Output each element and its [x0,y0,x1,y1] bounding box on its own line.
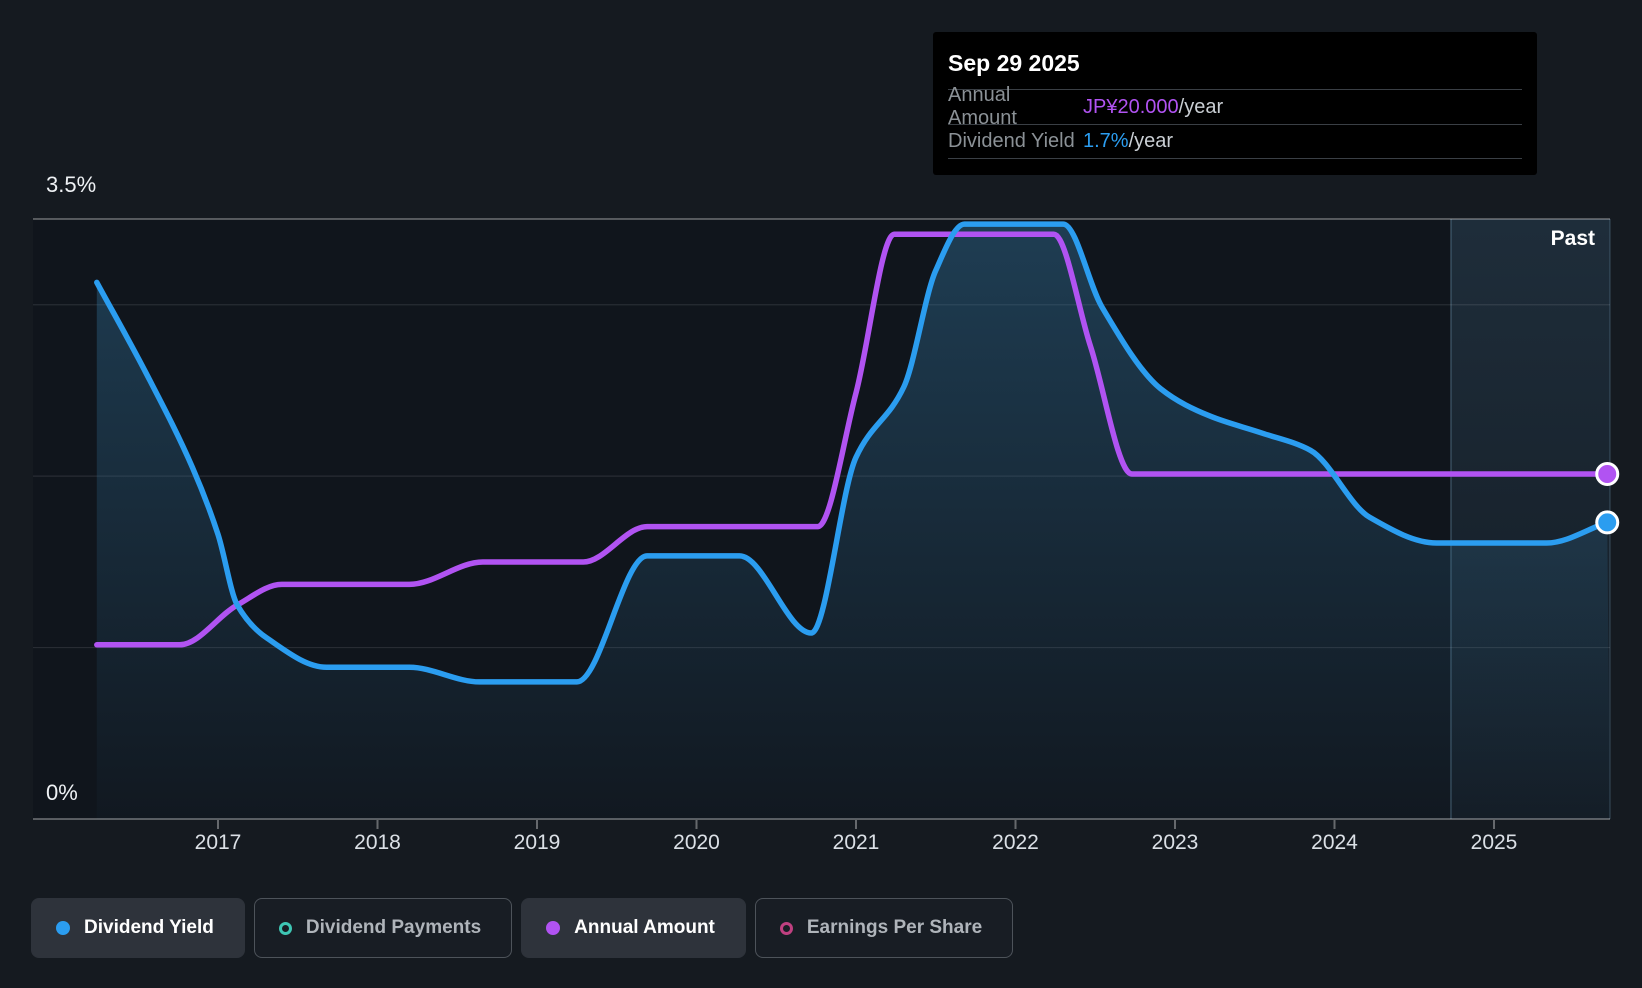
past-region-label: Past [1550,227,1595,250]
chart-legend: Dividend Yield Dividend Payments Annual Am… [31,898,1014,958]
legend-label: Annual Amount [574,917,715,938]
y-axis-label-zero: 0% [46,780,78,805]
y-axis-label-max: 3.5% [46,172,97,197]
annual-amount-line[interactable] [94,231,1610,648]
chart-tooltip: Sep 29 2025 Annual Amount JP¥20.000/year… [933,32,1537,175]
x-axis-label-2020: 2020 [673,831,720,854]
dividend-payments-marker-icon [278,921,292,935]
dividend-yield-marker-icon [56,921,70,935]
tooltip-label: Annual Amount [948,84,1017,129]
tooltip-value-annual-amount: JP¥20.000 [1083,95,1179,118]
dividend-yield-current-marker[interactable] [1595,510,1620,535]
tooltip-row-dividend-yield: Dividend Yield 1.7%/year [948,124,1522,159]
legend-toggle-dividend-yield[interactable]: Dividend Yield [31,898,245,958]
x-axis-label-2024: 2024 [1311,831,1358,854]
x-axis-label-2022: 2022 [992,831,1039,854]
legend-toggle-earnings-per-share[interactable]: Earnings Per Share [754,898,1014,958]
tooltip-value-dividend-yield: 1.7% [1083,130,1129,152]
tooltip-row-annual-amount: Annual Amount JP¥20.000/year [948,84,1522,129]
x-axis-label-2021: 2021 [832,831,880,854]
tooltip-date: Sep 29 2025 [948,50,1080,76]
annual-amount-current-marker[interactable] [1595,461,1620,486]
x-axis-label-2025: 2025 [1470,831,1518,854]
tooltip-suffix: /year [1178,95,1224,118]
legend-toggle-dividend-payments[interactable]: Dividend Payments [253,898,513,958]
tooltip-suffix: /year [1128,130,1174,152]
x-axis-label-2019: 2019 [513,831,561,854]
legend-label: Dividend Yield [84,917,214,938]
legend-toggle-annual-amount[interactable]: Annual Amount [521,898,746,958]
tooltip-label: Dividend Yield [948,130,1075,152]
dividend-yield-area-fill [96,224,1610,820]
earnings-per-share-marker-icon [779,921,793,935]
dividend-yield-line[interactable] [94,221,1610,685]
x-axis-label-2018: 2018 [354,831,401,854]
legend-label: Dividend Payments [305,917,482,938]
x-axis-label-2017: 2017 [194,831,242,854]
x-axis-label-2023: 2023 [1151,831,1199,854]
legend-label: Earnings Per Share [806,917,983,938]
annual-amount-marker-icon [546,921,561,935]
